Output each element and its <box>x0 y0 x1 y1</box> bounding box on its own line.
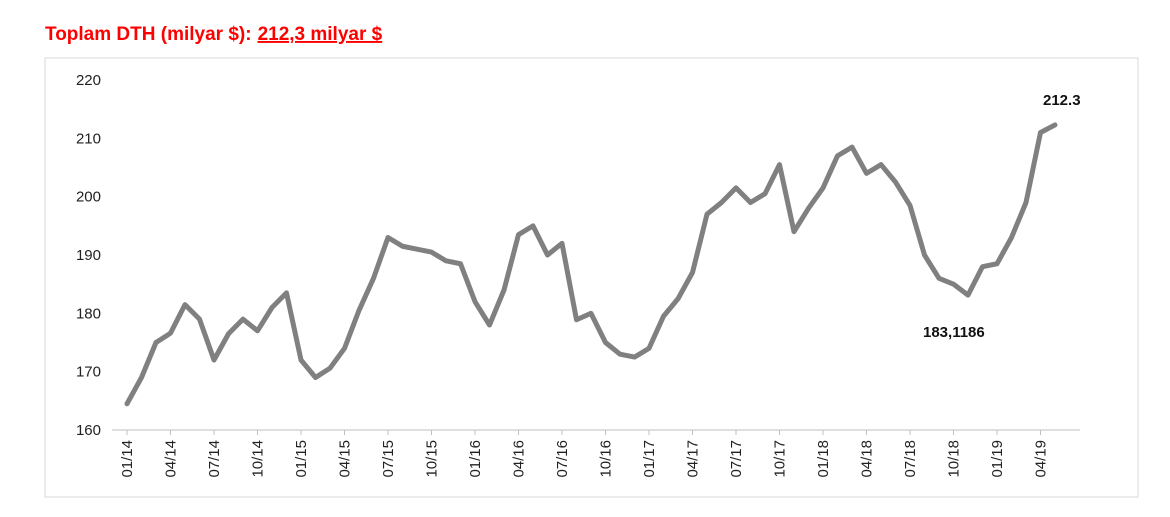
x-tick-label: 10/14 <box>250 440 267 478</box>
x-tick-label: 10/18 <box>946 440 963 478</box>
y-tick-label: 210 <box>76 130 101 147</box>
series-line <box>124 122 1058 407</box>
x-tick-label: 04/15 <box>337 440 354 478</box>
x-tick-label: 04/18 <box>859 440 876 478</box>
y-tick-label: 160 <box>76 422 101 439</box>
x-tick-label: 01/15 <box>293 440 310 478</box>
x-tick-label: 10/17 <box>772 440 789 478</box>
x-tick-label: 04/14 <box>163 440 180 478</box>
x-tick-label: 01/17 <box>641 440 658 478</box>
y-tick-label: 220 <box>76 72 101 89</box>
x-tick-label: 04/16 <box>511 440 528 478</box>
y-tick-label: 190 <box>76 247 101 264</box>
y-tick-label: 180 <box>76 305 101 322</box>
x-tick-label: 01/16 <box>467 440 484 478</box>
x-tick-label: 04/19 <box>1033 440 1050 478</box>
x-tick-label: 07/18 <box>902 440 919 478</box>
y-tick-label: 170 <box>76 364 101 381</box>
annotation: 212.3 <box>1043 92 1081 109</box>
plot-frame <box>44 57 1139 498</box>
x-tick-label: 04/17 <box>685 440 702 478</box>
x-tick-label: 01/14 <box>119 440 136 478</box>
x-tick-label: 07/14 <box>206 440 223 478</box>
x-tick-label: 07/16 <box>554 440 571 478</box>
x-tick-label: 01/19 <box>989 440 1006 478</box>
x-tick-label: 10/16 <box>598 440 615 478</box>
chart-title: Toplam DTH (milyar $): 212,3 milyar $ <box>45 24 383 45</box>
x-tick-label: 01/18 <box>815 440 832 478</box>
x-tick-label: 07/15 <box>380 440 397 478</box>
title-text: Toplam DTH (milyar $): <box>45 24 252 45</box>
y-tick-label: 200 <box>76 189 101 206</box>
annotation: 183,1186 <box>923 324 985 341</box>
title-highlight: 212,3 milyar $ <box>258 24 383 45</box>
x-tick-label: 10/15 <box>424 440 441 478</box>
x-tick-label: 07/17 <box>728 440 745 478</box>
